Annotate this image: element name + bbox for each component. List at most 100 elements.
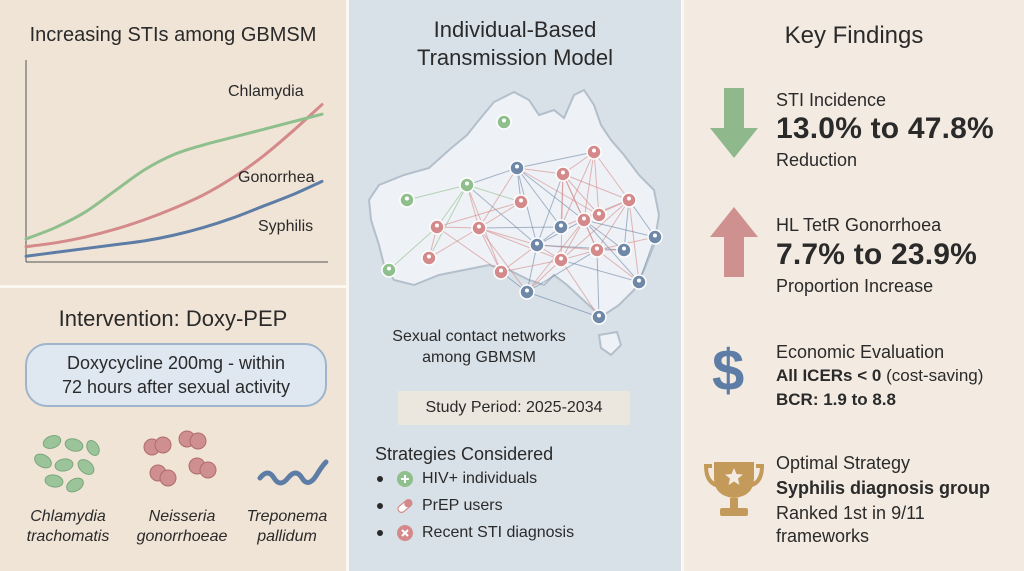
- model-panel: Individual-Based Transmission Model Sexu…: [349, 0, 681, 571]
- network-edge: [500, 259, 562, 273]
- optimal-rank: Ranked 1st in 9/11 frameworks: [776, 503, 925, 546]
- network-edge: [478, 227, 502, 273]
- arrow-down-icon: [710, 88, 758, 158]
- network-edge: [560, 199, 630, 261]
- series-label-gonorrhea: Gonorrhea: [238, 169, 315, 186]
- network-edge: [428, 227, 480, 259]
- network-edge: [516, 151, 595, 169]
- study-period-badge: Study Period: 2025-2034: [398, 391, 630, 425]
- network-edge: [478, 167, 518, 229]
- person-icon: [637, 278, 641, 283]
- network-edge: [466, 184, 538, 246]
- network-edge: [526, 244, 538, 293]
- person-icon: [595, 246, 599, 251]
- person-icon: [559, 256, 563, 261]
- network-caption: Sexual contact networks among GBMSM: [392, 328, 566, 366]
- person-icon: [525, 288, 529, 293]
- strategy-recent-sti: Recent STI diagnosis: [377, 524, 574, 542]
- network-edge: [583, 219, 640, 283]
- network-edge: [526, 291, 600, 318]
- person-icon: [477, 224, 481, 229]
- incidence-label: STI Incidence: [776, 90, 887, 110]
- person-icon: [561, 170, 565, 175]
- person-icon: [592, 148, 596, 153]
- economic-label: Economic Evaluation: [776, 342, 945, 362]
- network-edge: [560, 151, 595, 228]
- strategy-hiv: HIV+ individuals: [377, 470, 537, 488]
- network-edge: [638, 236, 656, 283]
- network-edge: [436, 184, 468, 228]
- series-line-chlamydia: [24, 103, 324, 249]
- intervention-panel: Intervention: Doxy-PEP Doxycycline 200mg…: [0, 288, 346, 571]
- incidence-sub: Reduction: [776, 150, 858, 170]
- organism-neisseria-label: Neisseria gonorrhoeae: [136, 508, 228, 545]
- person-icon: [559, 223, 563, 228]
- network-edge: [560, 173, 564, 261]
- person-icon: [465, 181, 469, 186]
- network-edge: [593, 151, 630, 201]
- network-edge: [596, 199, 630, 251]
- network-edge: [596, 249, 600, 318]
- network-edge: [560, 259, 640, 283]
- strategies-title: Strategies Considered: [375, 444, 554, 464]
- tasmania-shape: [597, 330, 623, 357]
- dose-bubble: Doxycycline 200mg - within 72 hours afte…: [25, 343, 327, 407]
- model-title: Individual-Based Transmission Model: [416, 17, 614, 70]
- network-edge: [516, 167, 600, 216]
- network-edge: [406, 184, 468, 201]
- person-icon: [405, 196, 409, 201]
- organism-treponema-label: Treponema pallidum: [246, 508, 328, 545]
- network-edge: [478, 227, 538, 246]
- network-edge: [516, 167, 562, 228]
- dose-line-1: Doxycycline 200mg - within: [66, 353, 286, 373]
- network-edge: [478, 227, 562, 261]
- sti-line-chart: Chlamydia Gonorrhea Syphilis: [24, 60, 328, 263]
- person-icon: [519, 198, 523, 203]
- person-icon: [499, 268, 503, 273]
- network-edge: [593, 151, 600, 216]
- tetr-value: 7.7% to 23.9%: [776, 238, 978, 271]
- series-line-syphilis: [24, 179, 324, 258]
- person-icon: [597, 313, 601, 318]
- network-edge: [596, 249, 640, 283]
- intervention-title: Intervention: Doxy-PEP: [58, 306, 288, 331]
- tetr-label: HL TetR Gonorrhoea: [776, 215, 942, 235]
- network-edge: [436, 226, 502, 273]
- network-edge: [583, 219, 656, 238]
- findings-panel: Key Findings STI Incidence 13.0% to 47.8…: [684, 0, 1024, 571]
- chlamydia-icon: [34, 435, 100, 493]
- chart-title: Increasing STIs among GBMSM: [29, 24, 317, 46]
- sti-trend-panel: Increasing STIs among GBMSM Chlamydia Gon…: [0, 0, 346, 286]
- series-line-gonorrhea: [24, 112, 324, 241]
- bcr-line: BCR: 1.9 to 8.8: [776, 390, 896, 409]
- network-edge: [526, 249, 598, 293]
- dollar-icon: $: [712, 338, 745, 403]
- network-edge: [478, 226, 562, 229]
- panel-divider-right: [681, 0, 684, 571]
- arrow-up-icon: [710, 207, 758, 277]
- optimal-group: Syphilis diagnosis group: [776, 478, 991, 498]
- network-edge: [428, 184, 468, 259]
- network-edge: [560, 259, 600, 318]
- australia-network-map: [367, 88, 663, 357]
- network-edge: [562, 173, 630, 201]
- person-icon: [535, 241, 539, 246]
- network-edge: [526, 259, 562, 293]
- person-icon: [622, 246, 626, 251]
- network-edge: [536, 173, 564, 246]
- organism-illustrations: [34, 430, 329, 493]
- person-icon: [502, 118, 506, 123]
- pill-icon: [397, 499, 413, 513]
- network-edge: [478, 227, 528, 293]
- plus-circle-icon: [397, 471, 413, 487]
- network-edge: [466, 167, 518, 186]
- series-label-syphilis: Syphilis: [258, 218, 313, 235]
- tetr-sub: Proportion Increase: [776, 276, 934, 296]
- person-icon: [387, 266, 391, 271]
- network-edge: [623, 199, 630, 251]
- person-icon: [515, 164, 519, 169]
- neisseria-icon: [143, 430, 217, 487]
- network-edge: [478, 201, 522, 229]
- series-label-chlamydia: Chlamydia: [228, 83, 304, 100]
- person-icon: [582, 216, 586, 221]
